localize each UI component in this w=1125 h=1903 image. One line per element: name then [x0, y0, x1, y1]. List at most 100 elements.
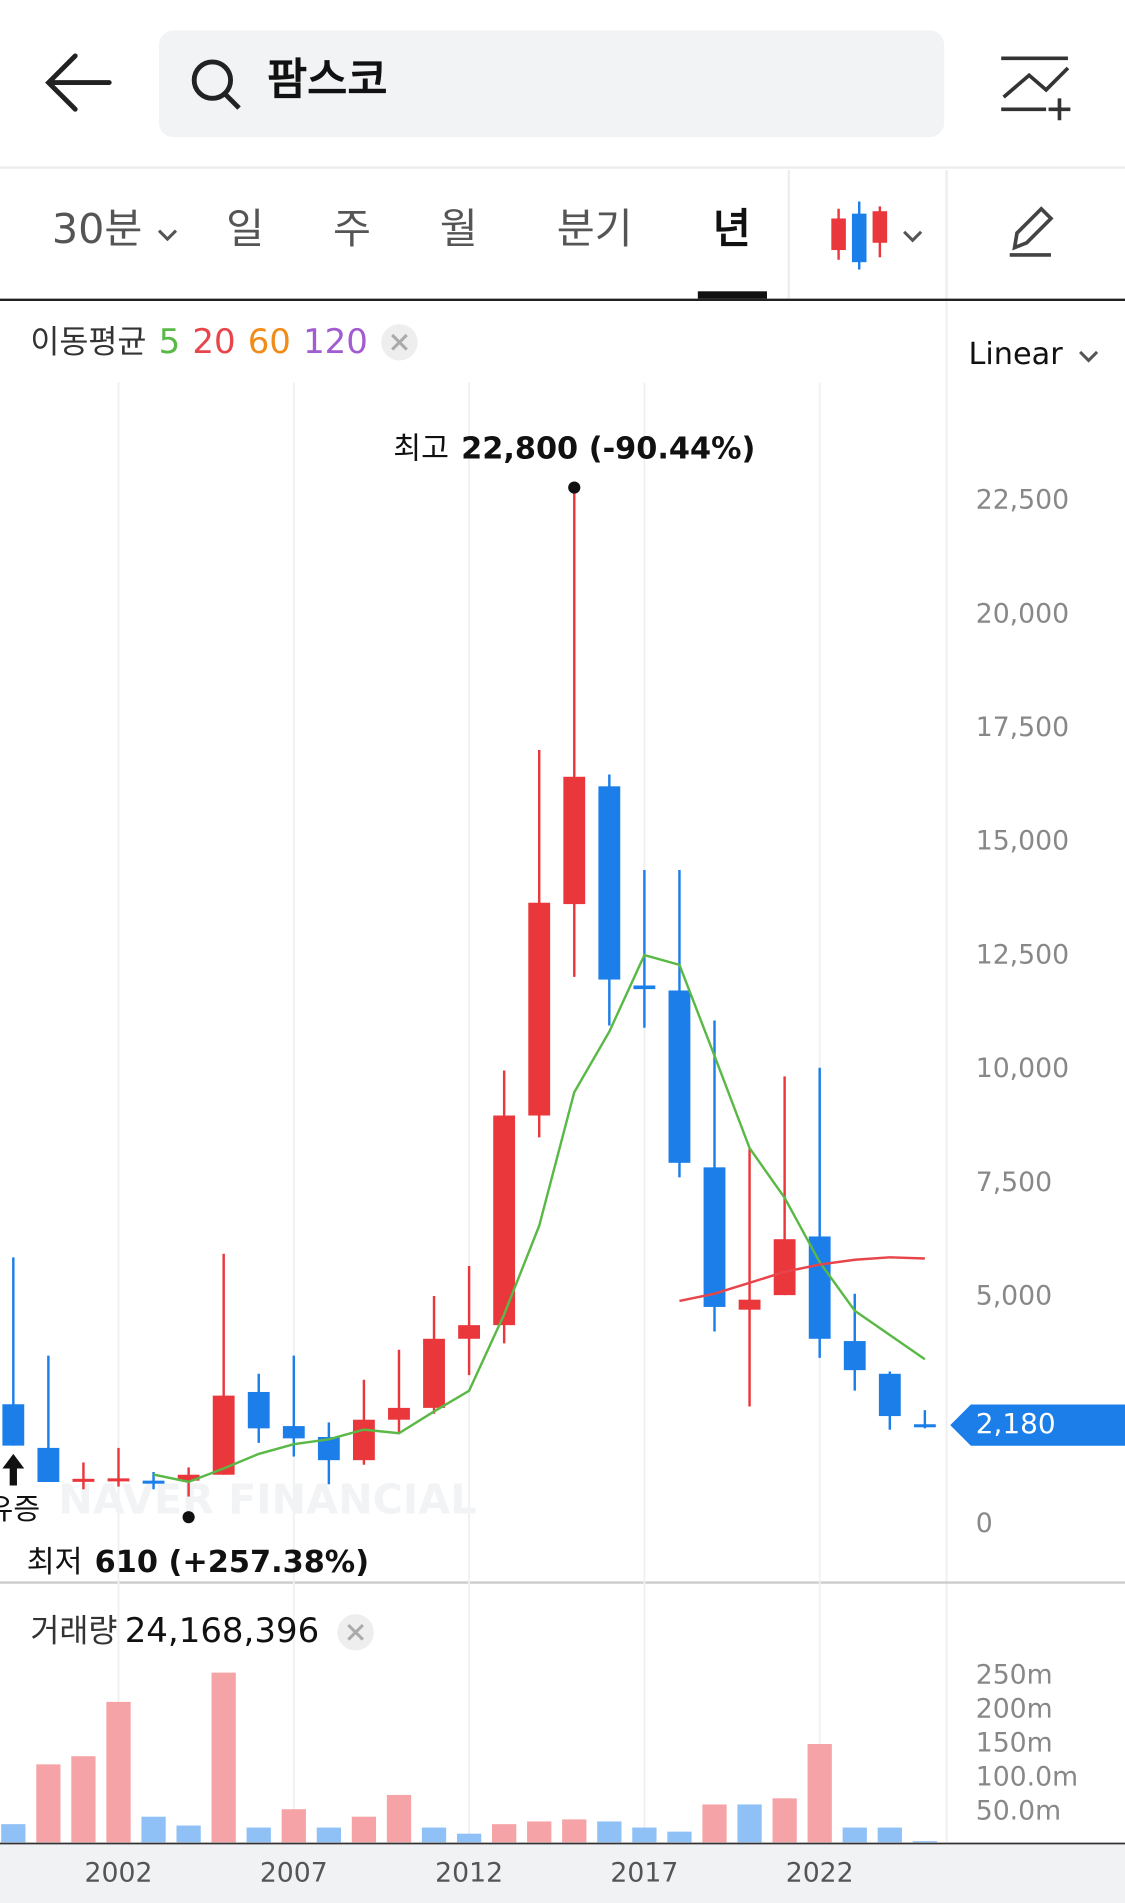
tab[interactable]: 분기: [557, 205, 633, 253]
tab[interactable]: 30분: [52, 205, 142, 253]
x-axis-band: [0, 1843, 1125, 1903]
volume-bar: [421, 1827, 447, 1843]
event-arrow: [2, 1453, 25, 1486]
volume-bar: [141, 1816, 166, 1843]
volume-bar: [246, 1827, 271, 1843]
candle-body: [913, 1424, 936, 1428]
chart-type-icon[interactable]: [831, 201, 923, 270]
scale-mode[interactable]: Linear: [968, 337, 1063, 372]
legend-item: 60: [248, 322, 291, 362]
candle-body: [878, 1373, 901, 1417]
close-icon: [347, 1623, 364, 1641]
candle-body: [423, 1338, 445, 1408]
compare-icon[interactable]: [1001, 56, 1071, 121]
y-tick-label: 0: [976, 1508, 993, 1539]
x-tick-label: 2022: [786, 1857, 854, 1888]
ma-line: [153, 953, 926, 1484]
last-price-tag: [950, 1404, 1125, 1446]
tab[interactable]: 월: [440, 205, 478, 253]
x-tick-label: 2012: [435, 1857, 503, 1888]
y-tick-label: 10,000: [976, 1053, 1069, 1084]
legend-item: 120: [303, 322, 368, 362]
high-dot: [568, 481, 581, 494]
low-dot: [182, 1511, 195, 1524]
x-tick-label: 2002: [85, 1857, 153, 1888]
y-tick-label: 17,500: [976, 712, 1069, 743]
candle-body: [808, 1236, 831, 1339]
volume-bar: [737, 1804, 762, 1843]
y-tick-label: 20,000: [976, 598, 1069, 629]
volume-bar: [912, 1841, 938, 1843]
candle-body: [142, 1480, 165, 1484]
watermark: NAVER FINANCIAL: [58, 1475, 476, 1523]
tab[interactable]: 일: [226, 205, 264, 253]
volume-bar: [772, 1798, 797, 1843]
high-label: 최고: [393, 431, 449, 466]
back-button[interactable]: [45, 53, 112, 112]
volume-bar: [877, 1827, 902, 1843]
volume-bar: [492, 1824, 517, 1843]
volume-bar: [1, 1824, 26, 1843]
close-icon: [391, 333, 408, 351]
candle-body: [773, 1239, 796, 1296]
candle-body: [388, 1407, 410, 1420]
candle-body: [703, 1167, 726, 1307]
candle-body: [563, 776, 586, 905]
y-tick-label: 100.0m: [976, 1761, 1078, 1792]
candle-body: [598, 786, 621, 980]
tab[interactable]: 년: [713, 205, 751, 253]
legend-item: 20: [192, 322, 235, 362]
chevron: [157, 229, 178, 242]
volume-bar: [527, 1821, 552, 1843]
y-tick-label: 15,000: [976, 826, 1069, 857]
search-box[interactable]: [158, 30, 945, 138]
low-value: 610 (+257.38%): [95, 1545, 369, 1580]
volume-bar: [281, 1809, 306, 1843]
x-tick-label: 2007: [260, 1857, 328, 1888]
candle-body: [282, 1426, 305, 1439]
volume-bar: [807, 1743, 832, 1843]
volume-bar: [176, 1825, 201, 1843]
volume-bar: [386, 1794, 412, 1843]
low-label: 최저: [27, 1545, 83, 1580]
x-tick-label: 2017: [610, 1857, 678, 1888]
candle-body: [668, 990, 691, 1163]
last-price-label: 2,180: [976, 1407, 1056, 1440]
y-tick-label: 7,500: [976, 1167, 1052, 1198]
candle-body: [352, 1419, 375, 1461]
high-value: 22,800 (-90.44%): [461, 431, 755, 466]
candle-body: [2, 1404, 25, 1446]
y-tick-label: 22,500: [976, 485, 1069, 516]
volume-bar: [211, 1672, 236, 1843]
y-tick-label: 200m: [976, 1694, 1053, 1725]
legend-title: 이동평균: [30, 324, 146, 360]
candle-body: [493, 1115, 516, 1326]
y-tick-label: 250m: [976, 1660, 1053, 1691]
volume-bar: [597, 1821, 622, 1843]
volume-bar: [316, 1827, 341, 1843]
volume-title: 거래량: [30, 1613, 117, 1649]
search-text: 팜스코: [267, 55, 388, 106]
event-label: 유증: [0, 1492, 40, 1526]
draw-icon[interactable]: [1009, 206, 1054, 257]
volume-bar: [667, 1831, 692, 1843]
legend-item: 5: [159, 322, 181, 362]
y-tick-label: 5,000: [976, 1280, 1052, 1311]
volume-bar: [351, 1816, 377, 1843]
candle-body: [528, 902, 551, 1116]
candle-body: [458, 1325, 481, 1339]
y-tick-label: 12,500: [976, 939, 1069, 970]
volume-bar: [632, 1827, 657, 1843]
volume-bar: [71, 1756, 96, 1843]
candle-body: [633, 985, 656, 990]
y-tick-label: 150m: [976, 1727, 1053, 1758]
y-tick-label: 50.0m: [976, 1795, 1061, 1826]
candle-body: [212, 1395, 235, 1475]
candle-body: [247, 1391, 270, 1429]
candle-body: [843, 1341, 866, 1371]
candle-body: [72, 1478, 95, 1482]
volume-bar: [36, 1764, 61, 1843]
tab[interactable]: 주: [333, 205, 371, 253]
